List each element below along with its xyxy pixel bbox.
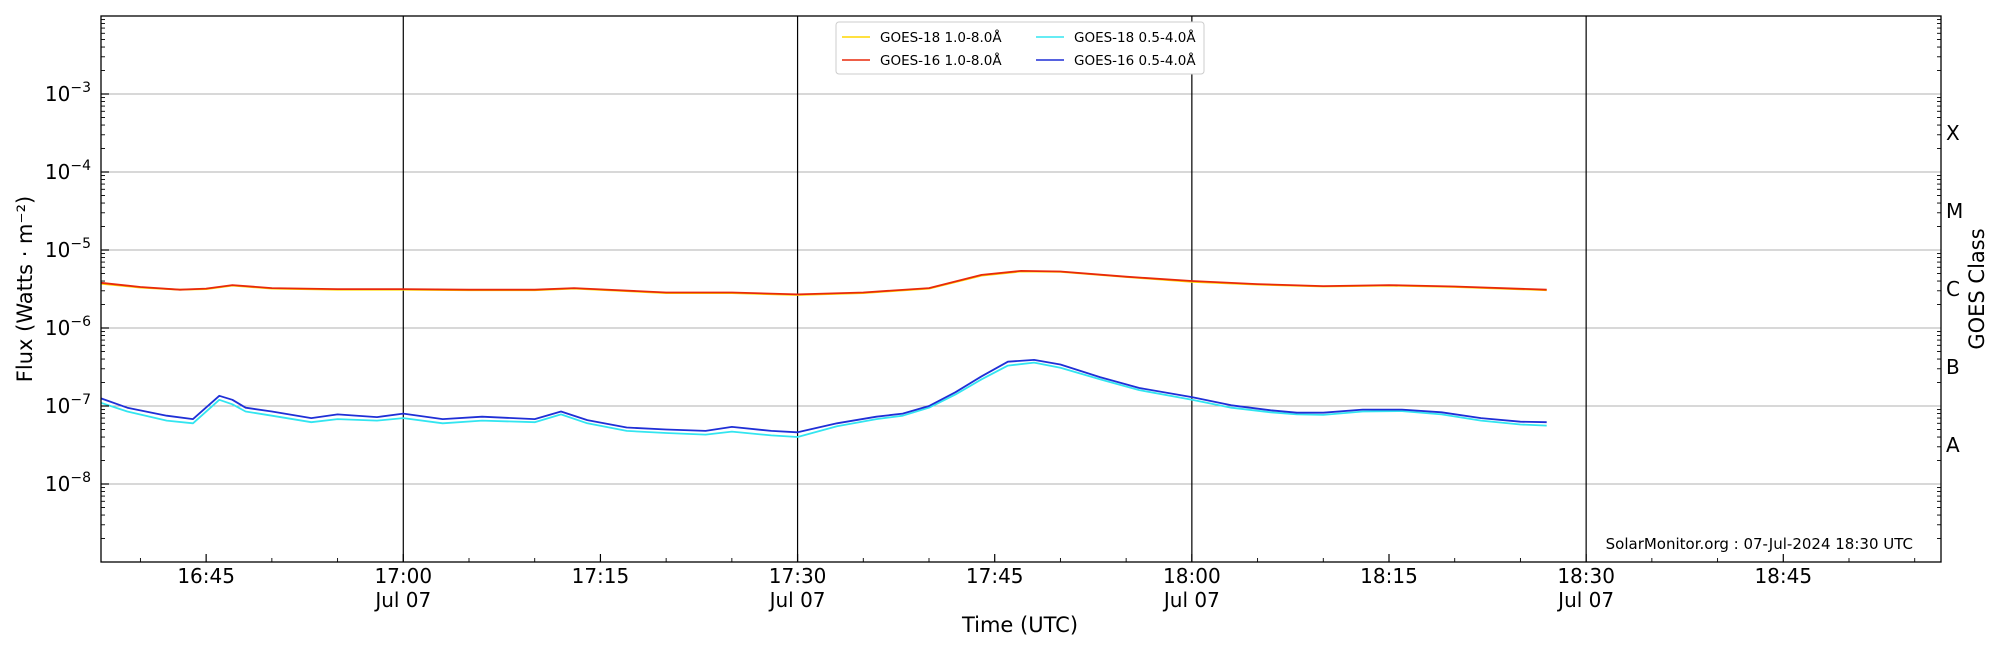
plot-frame — [100, 15, 1942, 563]
x-tick-label: 16:45 — [177, 564, 235, 588]
legend-entry: GOES-16 1.0-8.0Å — [880, 52, 1002, 69]
y-tick-label: 10−7 — [45, 392, 91, 418]
goes-class-label: A — [1946, 433, 1960, 457]
goes-class-label: C — [1946, 277, 1960, 301]
series-line — [100, 269, 1547, 296]
x-tick-label: 18:30 — [1557, 564, 1615, 588]
x-tick-sublabel: Jul 07 — [768, 588, 826, 612]
x-tick-sublabel: Jul 07 — [373, 588, 431, 612]
goes-class-label: B — [1946, 355, 1960, 379]
y2-axis-label: GOES Class — [1965, 228, 1989, 349]
x-tick-label: 18:15 — [1360, 564, 1418, 588]
y-axis-label: Flux (Watts · m⁻²) — [13, 196, 37, 382]
goes-class-label: X — [1946, 121, 1960, 145]
source-annotation: SolarMonitor.org : 07-Jul-2024 18:30 UTC — [1606, 535, 1913, 553]
x-tick-label: 18:45 — [1754, 564, 1812, 588]
legend-entry: GOES-16 0.5-4.0Å — [1074, 52, 1196, 69]
y-axis-ticks: 10−8 10−7 10−6 10−5 10−4 10−3 — [45, 19, 1941, 539]
legend-box — [835, 21, 1205, 75]
x-axis-label: Time (UTC) — [961, 613, 1078, 637]
x-tick-label: 17:15 — [572, 564, 630, 588]
x-tick-label: 18:00 — [1163, 564, 1221, 588]
legend-entry: GOES-18 1.0-8.0Å — [880, 29, 1002, 46]
series-line — [100, 358, 1547, 434]
y-tick-label: 10−6 — [45, 314, 91, 340]
x-tick-label: 17:00 — [374, 564, 432, 588]
legend-entry: GOES-18 0.5-4.0Å — [1074, 29, 1196, 46]
x-tick-label: 17:30 — [769, 564, 827, 588]
x-tick-sublabel: Jul 07 — [1556, 588, 1614, 612]
vertical-time-markers — [402, 16, 1587, 562]
y-tick-label: 10−5 — [45, 236, 91, 262]
legend: GOES-18 1.0-8.0Å GOES-18 0.5-4.0Å GOES-16 … — [835, 21, 1205, 75]
y-tick-label: 10−8 — [45, 470, 91, 496]
grid-lines — [101, 93, 1941, 485]
y-tick-label: 10−4 — [45, 158, 91, 184]
series-line — [100, 361, 1547, 438]
y-tick-label: 10−3 — [45, 80, 91, 106]
series-lines — [100, 269, 1547, 438]
goes-class-labels: A B C M X — [1946, 121, 1963, 457]
x-tick-sublabel: Jul 07 — [1162, 588, 1220, 612]
x-tick-label: 17:45 — [966, 564, 1024, 588]
goes-class-label: M — [1946, 199, 1963, 223]
